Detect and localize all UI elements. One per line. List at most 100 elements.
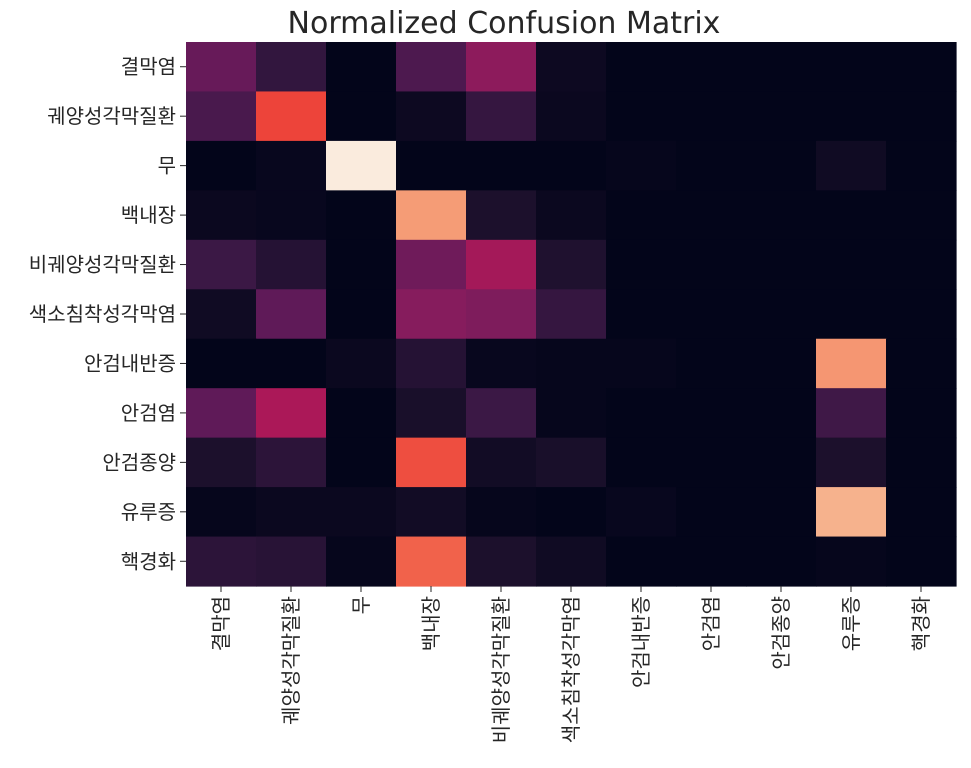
x-axis: 결막염 궤양성각막질환 무 백내장 비궤양성각막질환 색소침착성각막염 안검내반증 안검염 안검… (209, 586, 933, 743)
y-axis: 결막염궤양성각막질환무백내장비궤양성각막질환색소침착성각막염안검내반증안검염안검… (29, 55, 186, 573)
heatmap-cell (676, 190, 747, 241)
heatmap-cell (326, 437, 397, 488)
heatmap-cell (606, 239, 677, 290)
heatmap-cell (816, 388, 887, 439)
heatmap-cell (186, 487, 257, 538)
heatmap-cell (746, 338, 817, 389)
heatmap-cell (746, 239, 817, 290)
heatmap-cell (886, 42, 957, 93)
heatmap-cell (886, 289, 957, 340)
heatmap-cell (536, 388, 607, 439)
heatmap-cell (326, 536, 397, 587)
heatmap-cell (256, 289, 327, 340)
heatmap-cell (816, 437, 887, 488)
heatmap-cell (676, 289, 747, 340)
heatmap-cell (466, 190, 537, 241)
heatmap-cell (466, 437, 537, 488)
heatmap-cell (326, 42, 397, 93)
x-tick-label: 안검염 (699, 596, 723, 651)
heatmap-cell (186, 239, 257, 290)
y-tick-label: 결막염 (121, 55, 176, 79)
heatmap-cell (466, 289, 537, 340)
heatmap-cells (186, 42, 957, 587)
y-tick-label: 핵경화 (121, 549, 176, 573)
heatmap-cell (676, 140, 747, 191)
heatmap-cell (606, 437, 677, 488)
x-tick-label: 유루증 (839, 596, 863, 651)
x-tick-label: 무 (349, 596, 373, 614)
heatmap-cell (326, 388, 397, 439)
heatmap-cell (676, 388, 747, 439)
heatmap-cell (816, 42, 887, 93)
heatmap-cell (396, 487, 467, 538)
heatmap-cell (606, 338, 677, 389)
heatmap-cell (816, 338, 887, 389)
heatmap-cell (186, 91, 257, 142)
y-tick-label: 유루증 (121, 500, 176, 524)
heatmap-cell (676, 239, 747, 290)
heatmap-cell (466, 140, 537, 191)
heatmap-cell (396, 437, 467, 488)
heatmap-cell (396, 338, 467, 389)
heatmap-cell (536, 190, 607, 241)
heatmap-cell (746, 42, 817, 93)
heatmap-cell (186, 190, 257, 241)
heatmap-cell (746, 190, 817, 241)
chart-title: Normalized Confusion Matrix (288, 6, 721, 41)
x-tick-label: 비궤양성각막질환 (489, 596, 513, 743)
heatmap-cell (606, 190, 677, 241)
heatmap-cell (746, 289, 817, 340)
x-tick-label: 안검종양 (769, 596, 793, 670)
x-tick-label: 궤양성각막질환 (279, 596, 303, 725)
heatmap-cell (886, 487, 957, 538)
heatmap-cell (466, 239, 537, 290)
heatmap-cell (536, 140, 607, 191)
heatmap-cell (746, 536, 817, 587)
heatmap-cell (606, 289, 677, 340)
heatmap-cell (256, 437, 327, 488)
heatmap-cell (536, 536, 607, 587)
heatmap-cell (396, 388, 467, 439)
heatmap-cell (256, 190, 327, 241)
heatmap-cell (396, 140, 467, 191)
heatmap-cell (536, 437, 607, 488)
x-tick-label: 핵경화 (909, 596, 933, 651)
heatmap-cell (396, 42, 467, 93)
heatmap-cell (256, 338, 327, 389)
heatmap-cell (886, 239, 957, 290)
heatmap-cell (396, 190, 467, 241)
heatmap-cell (186, 140, 257, 191)
heatmap-cell (886, 437, 957, 488)
heatmap-cell (606, 487, 677, 538)
x-tick-label: 결막염 (209, 596, 233, 651)
heatmap-cell (746, 388, 817, 439)
x-tick-label: 백내장 (419, 596, 443, 651)
heatmap-cell (256, 239, 327, 290)
heatmap-cell (466, 338, 537, 389)
heatmap-cell (886, 140, 957, 191)
y-tick-label: 비궤양성각막질환 (29, 253, 176, 277)
heatmap-cell (536, 42, 607, 93)
heatmap-cell (256, 91, 327, 142)
heatmap-cell (186, 437, 257, 488)
heatmap-cell (816, 140, 887, 191)
x-tick-label: 안검내반증 (629, 596, 653, 688)
heatmap-cell (886, 338, 957, 389)
heatmap-cell (326, 91, 397, 142)
heatmap-cell (186, 536, 257, 587)
y-tick-label: 안검내반증 (84, 351, 176, 375)
heatmap-cell (466, 91, 537, 142)
heatmap-cell (886, 536, 957, 587)
heatmap-cell (676, 536, 747, 587)
heatmap-cell (466, 388, 537, 439)
heatmap-cell (886, 190, 957, 241)
y-tick-label: 색소침착성각막염 (29, 302, 176, 326)
y-tick-label: 안검염 (121, 401, 176, 425)
y-tick-label: 백내장 (121, 203, 176, 227)
heatmap-cell (676, 437, 747, 488)
heatmap-cell (186, 289, 257, 340)
heatmap-cell (256, 487, 327, 538)
heatmap-cell (746, 91, 817, 142)
heatmap-cell (536, 338, 607, 389)
